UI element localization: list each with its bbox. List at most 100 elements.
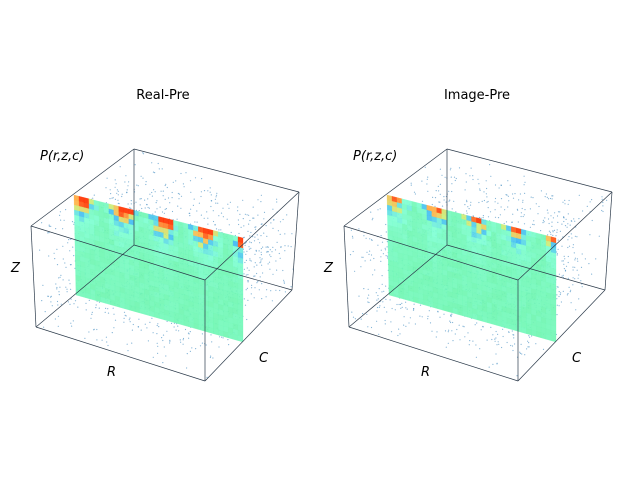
scatter-point — [532, 197, 534, 199]
scatter-point — [466, 212, 468, 214]
scatter-point — [243, 251, 245, 253]
scatter-point — [497, 333, 499, 335]
scatter-point — [149, 321, 151, 323]
scatter-point — [228, 224, 230, 226]
scatter-point — [257, 281, 259, 283]
scatter-point — [114, 179, 116, 181]
scatter-point — [237, 210, 239, 212]
scatter-point — [247, 299, 249, 301]
scatter-point — [563, 255, 565, 257]
scatter-point — [269, 268, 271, 270]
scatter-point — [544, 196, 546, 198]
scatter-point — [138, 318, 140, 320]
scatter-point — [482, 326, 484, 328]
scatter-point — [56, 288, 58, 290]
scatter-point — [451, 183, 453, 185]
scatter-point — [455, 177, 457, 180]
scatter-point — [567, 246, 569, 249]
scatter-point — [146, 204, 148, 206]
scatter-point — [105, 187, 107, 189]
scatter-point — [567, 277, 569, 279]
scatter-point — [88, 299, 90, 301]
scatter-point — [119, 166, 121, 168]
scatter-point — [490, 175, 492, 177]
scatter-point — [591, 273, 593, 275]
x-axis-label: R — [421, 365, 430, 380]
scatter-point — [145, 183, 147, 186]
scatter-point — [567, 261, 569, 264]
scatter-point — [215, 228, 218, 230]
scatter-point — [67, 242, 69, 244]
scatter-point — [437, 310, 439, 312]
scatter-point — [67, 301, 69, 303]
scatter-point — [502, 335, 504, 338]
scatter-point — [140, 329, 142, 331]
scatter-point — [134, 164, 136, 166]
scatter-point — [489, 164, 491, 166]
scatter-point — [243, 225, 245, 227]
scatter-point — [162, 339, 164, 342]
scatter-point — [265, 225, 267, 227]
scatter-point — [475, 344, 477, 346]
scatter-point — [189, 350, 191, 352]
scatter-point — [157, 345, 159, 347]
scatter-point — [138, 210, 140, 212]
scatter-point — [64, 262, 66, 264]
scatter-point — [500, 184, 502, 186]
scatter-point — [490, 326, 492, 328]
scatter-point — [161, 337, 163, 339]
scatter-point — [271, 251, 273, 253]
scatter-point — [162, 195, 164, 197]
scatter-point — [482, 215, 484, 217]
scatter-point — [495, 337, 497, 339]
scatter-point — [500, 198, 503, 200]
scatter-point — [178, 330, 180, 332]
scatter-point — [506, 341, 508, 344]
scatter-point — [369, 259, 372, 261]
scatter-point — [526, 348, 528, 350]
scatter-point — [253, 275, 255, 277]
subplot-image-pre: Image-Pre P(r,z,c) Z R C — [323, 88, 613, 382]
scatter-point — [56, 300, 59, 303]
scatter-point — [222, 207, 224, 209]
scatter-point — [492, 334, 494, 336]
scatter-point — [144, 199, 146, 201]
scatter-point — [550, 233, 552, 235]
scatter-point — [210, 205, 212, 208]
scatter-point — [209, 187, 211, 189]
scatter-point — [511, 221, 513, 223]
scatter-point — [464, 204, 466, 206]
scatter-point — [189, 180, 192, 182]
scatter-point — [573, 218, 575, 220]
scatter-point — [580, 266, 583, 268]
scatter-point — [546, 196, 548, 198]
scatter-point — [263, 211, 266, 213]
scatter-point — [214, 198, 216, 200]
scatter-point — [107, 344, 109, 347]
scatter-point — [381, 241, 384, 243]
scatter-point — [248, 248, 251, 250]
scatter-point — [371, 219, 373, 221]
scatter-point — [470, 201, 472, 203]
scatter-point — [367, 288, 369, 290]
scatter-point — [177, 205, 179, 207]
scatter-point — [68, 239, 70, 241]
scatter-point — [111, 332, 113, 334]
scatter-point — [257, 199, 259, 201]
scatter-point — [167, 197, 170, 199]
scatter-point — [211, 341, 213, 343]
scatter-point — [558, 305, 560, 307]
scatter-point — [486, 201, 488, 203]
scatter-point — [245, 289, 247, 291]
scatter-point — [250, 260, 252, 262]
scatter-point — [291, 233, 293, 235]
scatter-point — [175, 180, 177, 182]
box-edge — [348, 326, 519, 382]
scatter-point — [117, 199, 119, 201]
scatter-point — [43, 326, 45, 328]
scatter-point — [254, 228, 257, 230]
scatter-point — [59, 214, 61, 216]
box-edge — [133, 244, 293, 291]
scatter-point — [132, 323, 134, 326]
scatter-point — [72, 246, 74, 248]
